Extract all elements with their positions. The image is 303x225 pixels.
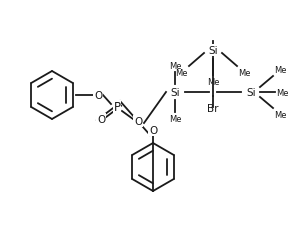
Text: O: O: [134, 117, 142, 126]
Text: Si: Si: [170, 88, 180, 98]
Text: P: P: [114, 101, 121, 114]
Text: Br: Br: [207, 104, 219, 113]
Text: Me: Me: [169, 115, 181, 124]
Text: Si: Si: [208, 46, 218, 56]
Text: Me: Me: [175, 69, 188, 78]
Text: Me: Me: [238, 69, 251, 78]
Text: O: O: [149, 126, 157, 135]
Text: Me: Me: [274, 110, 287, 119]
Text: O: O: [97, 115, 105, 124]
Text: Me: Me: [276, 88, 288, 97]
Text: Me: Me: [274, 66, 287, 75]
Text: Me: Me: [207, 78, 219, 87]
Text: O: O: [94, 91, 102, 101]
Text: Me: Me: [169, 62, 181, 71]
Text: Si: Si: [246, 88, 256, 98]
